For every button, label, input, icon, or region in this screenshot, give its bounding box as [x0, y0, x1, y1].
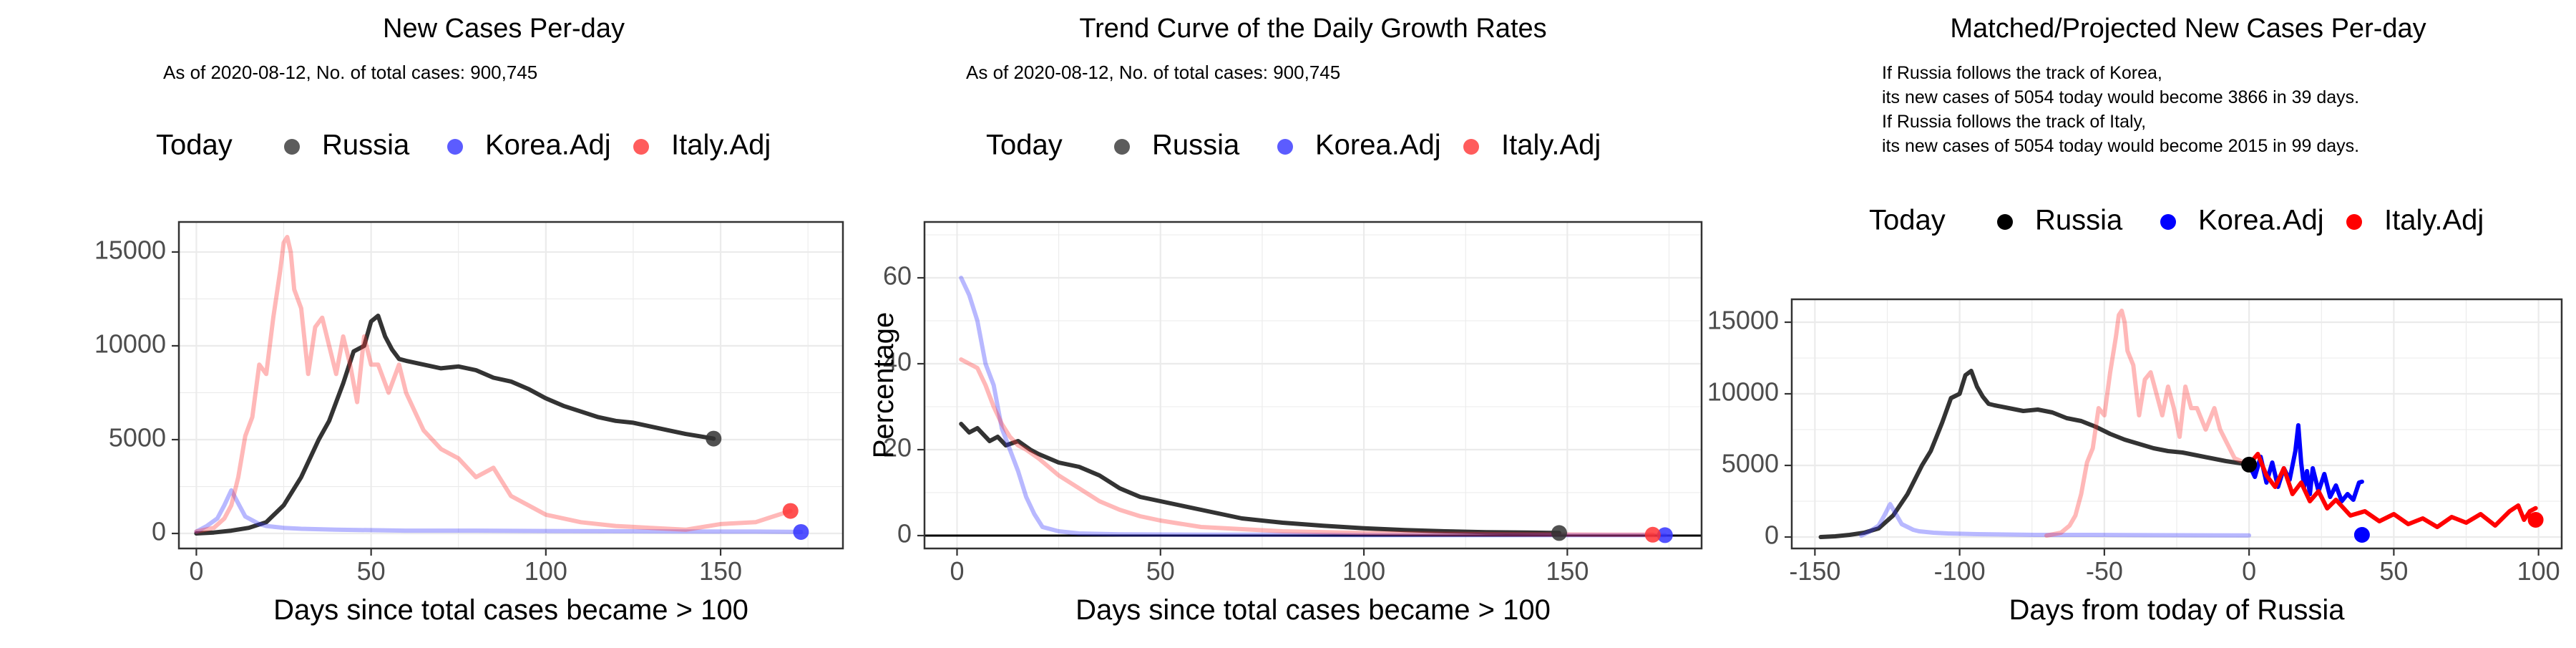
- x-tick-label: 50: [357, 556, 386, 586]
- chart-annotation-line: If Russia follows the track of Korea,: [1882, 63, 2162, 83]
- plot-border: [1790, 298, 2563, 550]
- series-line-russia: [959, 422, 1561, 536]
- legend-key: [633, 139, 649, 155]
- chart-annotation-line: its new cases of 5054 today would become…: [1882, 87, 2359, 107]
- legend-key: [447, 139, 463, 155]
- y-tick-label: 20: [883, 433, 912, 463]
- series-line-italy-adj-past-: [2044, 309, 2252, 538]
- today-marker-russia: [2241, 456, 2258, 473]
- today-marker-korea-adj: [1657, 527, 1673, 543]
- plot-background: [924, 222, 1702, 548]
- y-axis-label: Percentage: [868, 312, 899, 459]
- chart-panel-3: Matched/Projected New Cases Per-day If Ru…: [1707, 14, 2563, 626]
- legend-label: Korea.Adj: [1315, 130, 1441, 161]
- series-line-italy-adj: [2247, 452, 2538, 529]
- series-line-russia: [1818, 369, 2252, 539]
- legend-key: [1114, 139, 1130, 155]
- legend-key: [2346, 214, 2362, 230]
- legend-title: Today: [986, 130, 1063, 161]
- legend-label: Italy.Adj: [671, 130, 771, 161]
- x-tick-label: 0: [2242, 556, 2256, 586]
- y-tick-label: 60: [883, 261, 912, 291]
- x-axis-label: Days since total cases became > 100: [273, 594, 748, 626]
- x-tick-label: 150: [1546, 556, 1589, 586]
- y-tick-label: 0: [897, 519, 912, 548]
- x-tick-label: 100: [2517, 556, 2560, 586]
- today-marker-italy-adj: [782, 503, 799, 519]
- chart-title: Matched/Projected New Cases Per-day: [1950, 14, 2426, 44]
- series-line-korea-adj: [2247, 423, 2364, 503]
- plot-border: [923, 221, 1703, 550]
- legend-label: Italy.Adj: [2384, 205, 2484, 236]
- x-tick-label: -150: [1789, 556, 1840, 586]
- legend-key: [2160, 214, 2176, 230]
- legend-title: Today: [1869, 205, 1946, 236]
- y-tick-label: 40: [883, 347, 912, 377]
- x-tick-label: 0: [950, 556, 964, 586]
- legend-label: Italy.Adj: [1501, 130, 1601, 161]
- today-marker-italy-adj: [1644, 526, 1661, 543]
- chart-legend: Today Russia Korea.Adj Italy.Adj: [156, 130, 771, 161]
- series-line-italy-adj: [959, 357, 1655, 537]
- x-tick-label: 50: [1146, 556, 1175, 586]
- chart-panel-1: New Cases Per-day As of 2020-08-12, No. o…: [94, 14, 844, 626]
- x-tick-label: 100: [1342, 556, 1385, 586]
- x-tick-label: -50: [2086, 556, 2123, 586]
- grid: [179, 222, 843, 548]
- chart-annotation-line: If Russia follows the track of Italy,: [1882, 112, 2146, 132]
- series-line-korea-adj: [194, 488, 804, 534]
- y-tick-label: 10000: [94, 329, 166, 358]
- y-tick-label: 5000: [1722, 449, 1779, 478]
- x-tick-label: -100: [1934, 556, 1986, 586]
- today-marker-russia: [1551, 525, 1567, 541]
- x-tick-label: 150: [699, 556, 742, 586]
- legend-title: Today: [156, 130, 233, 161]
- y-tick-label: 15000: [1707, 306, 1779, 335]
- legend-label: Russia: [2035, 205, 2123, 236]
- x-tick-label: 100: [525, 556, 567, 586]
- today-marker-italy-adj: [2527, 512, 2544, 528]
- y-tick-label: 0: [152, 517, 166, 546]
- legend-label: Russia: [322, 130, 410, 161]
- series-line-korea-adj: [959, 276, 1667, 538]
- legend-label: Korea.Adj: [2198, 205, 2324, 236]
- series-line-russia: [194, 314, 716, 536]
- series-line-italy-adj: [194, 235, 793, 534]
- legend-label: Korea.Adj: [485, 130, 611, 161]
- chart-legend: Today Russia Korea.Adj Italy.Adj: [1869, 205, 2484, 236]
- today-marker-korea-adj: [2353, 527, 2370, 543]
- y-tick-label: 10000: [1707, 377, 1779, 407]
- x-axis-label: Days since total cases became > 100: [1075, 594, 1551, 626]
- plot-border: [177, 221, 844, 550]
- chart-legend: Today Russia Korea.Adj Italy.Adj: [986, 130, 1601, 161]
- y-tick-label: 0: [1765, 521, 1779, 550]
- chart-title: Trend Curve of the Daily Growth Rates: [1079, 14, 1546, 44]
- y-tick-label: 5000: [109, 423, 166, 453]
- legend-key: [1997, 214, 2013, 230]
- legend-key: [284, 139, 300, 155]
- chart-subtitle: As of 2020-08-12, No. of total cases: 90…: [163, 62, 537, 83]
- chart-panel-2: Trend Curve of the Daily Growth Rates As …: [868, 14, 1703, 626]
- chart-title: New Cases Per-day: [383, 14, 625, 44]
- y-tick-label: 15000: [94, 235, 166, 264]
- legend-key: [1277, 139, 1293, 155]
- x-axis-label: Days from today of Russia: [2009, 594, 2345, 626]
- chart-annotation-line: its new cases of 5054 today would become…: [1882, 136, 2359, 156]
- x-tick-label: 50: [2379, 556, 2408, 586]
- legend-label: Russia: [1152, 130, 1240, 161]
- legend-key: [1463, 139, 1479, 155]
- series-line-korea-adj-past-: [1859, 502, 2252, 538]
- today-marker-korea-adj: [793, 523, 809, 540]
- today-marker-russia: [706, 430, 722, 447]
- chart-subtitle: As of 2020-08-12, No. of total cases: 90…: [966, 62, 1340, 83]
- x-tick-label: 0: [189, 556, 203, 586]
